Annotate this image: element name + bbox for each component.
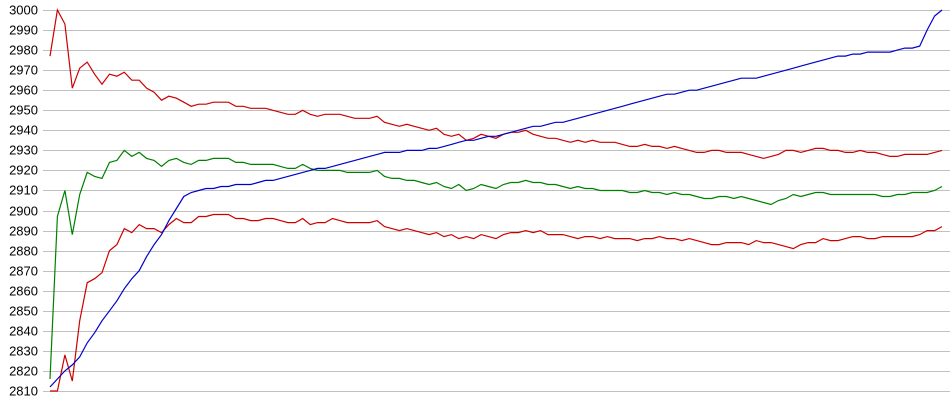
series-line-3 bbox=[50, 213, 943, 392]
y-tick-label: 2940 bbox=[9, 123, 38, 138]
y-tick-label: 2990 bbox=[9, 23, 38, 38]
series-line-4 bbox=[49, 9, 943, 388]
y-tick-label: 2960 bbox=[9, 83, 38, 98]
y-tick-label: 2890 bbox=[9, 224, 38, 239]
gridlines bbox=[43, 10, 950, 392]
y-tick-label: 2930 bbox=[9, 143, 38, 158]
y-axis-tick-labels: 3000 2990 2980 2970 2960 2950 2940 2930 2920 2910… bbox=[9, 3, 38, 399]
y-tick-label: 2830 bbox=[9, 344, 38, 359]
y-tick-label: 2910 bbox=[9, 183, 38, 198]
y-tick-label: 2870 bbox=[9, 264, 38, 279]
y-tick-label: 2900 bbox=[9, 204, 38, 219]
series-lines bbox=[49, 8, 943, 392]
y-tick-label: 2880 bbox=[9, 244, 38, 259]
y-tick-label: 2860 bbox=[9, 284, 38, 299]
series-line-2 bbox=[49, 149, 943, 380]
y-tick-label: 2920 bbox=[9, 163, 38, 178]
y-tick-label: 2950 bbox=[9, 103, 38, 118]
y-tick-label: 2840 bbox=[9, 324, 38, 339]
y-tick-label: 2850 bbox=[9, 304, 38, 319]
y-tick-label: 2970 bbox=[9, 63, 38, 78]
y-tick-label: 2820 bbox=[9, 364, 38, 379]
y-tick-label: 2980 bbox=[9, 43, 38, 58]
series-line-1 bbox=[49, 8, 943, 160]
y-tick-label: 2810 bbox=[9, 384, 38, 399]
y-tick-label: 3000 bbox=[9, 3, 38, 18]
